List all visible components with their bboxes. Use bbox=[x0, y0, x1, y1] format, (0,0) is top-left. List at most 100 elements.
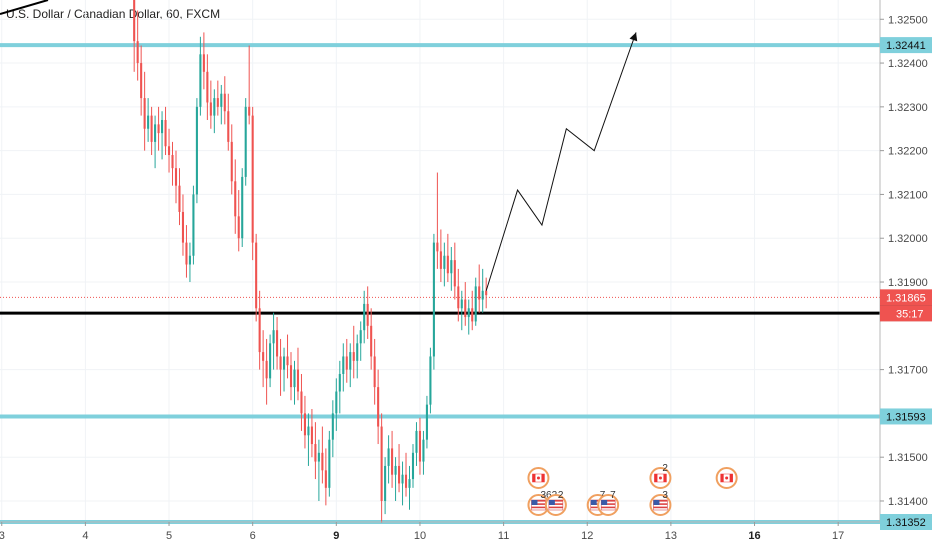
candle-body bbox=[188, 255, 191, 265]
candle-body bbox=[467, 308, 470, 318]
candle-body bbox=[150, 115, 153, 142]
flag-canton bbox=[531, 500, 538, 505]
candle-body bbox=[262, 352, 265, 361]
y-tick-label: 1.32300 bbox=[888, 102, 928, 114]
candle-body bbox=[391, 448, 394, 475]
candle-body bbox=[237, 216, 240, 239]
y-tick-label: 1.32000 bbox=[888, 233, 928, 245]
candle-body bbox=[478, 286, 481, 300]
candle-body bbox=[314, 444, 317, 462]
candle-body bbox=[213, 98, 216, 116]
candle-body bbox=[248, 106, 251, 116]
candle-body bbox=[147, 115, 150, 129]
canada-flag-icon bbox=[527, 467, 550, 489]
candle-body bbox=[192, 194, 195, 256]
candle-body bbox=[425, 404, 428, 440]
countdown-label: 35:17 bbox=[896, 308, 924, 320]
us-flag-icon bbox=[544, 494, 567, 516]
candle-body bbox=[349, 352, 352, 370]
candle-body bbox=[303, 413, 306, 436]
candle-body bbox=[460, 299, 463, 309]
level-label: 1.32441 bbox=[886, 40, 926, 52]
candle-body bbox=[157, 124, 160, 134]
candle-body bbox=[223, 93, 226, 112]
candle-body bbox=[335, 391, 338, 414]
flag-leaf bbox=[536, 476, 540, 480]
candle-body bbox=[216, 98, 219, 107]
candle-body bbox=[167, 146, 171, 156]
candle-body bbox=[202, 54, 205, 72]
flag-band-right bbox=[729, 474, 733, 482]
time-axis[interactable]: 3 4 5 6 9 10 11 12 13 16 17 bbox=[0, 522, 844, 542]
flag-canton bbox=[601, 500, 608, 505]
flag-canton bbox=[548, 500, 555, 505]
price-axis[interactable]: 1.32500 1.32400 1.32300 1.32200 1.32100 1.320… bbox=[880, 14, 928, 508]
y-tick-label: 1.31400 bbox=[888, 496, 928, 508]
candle-body bbox=[356, 343, 359, 361]
candle-body bbox=[418, 430, 422, 462]
candle-body bbox=[279, 356, 282, 370]
flag-canton bbox=[590, 500, 597, 505]
candle-body bbox=[296, 369, 300, 392]
drawing-stroke bbox=[0, 0, 49, 15]
x-tick-label: 6 bbox=[250, 530, 256, 542]
projection-line bbox=[485, 32, 637, 291]
candle-body bbox=[377, 387, 380, 427]
flag-leaf bbox=[658, 476, 662, 480]
level-label-bg bbox=[880, 408, 932, 425]
projection-arrowhead bbox=[629, 32, 638, 42]
candle-body bbox=[164, 119, 167, 147]
candle-body bbox=[443, 255, 446, 269]
x-tick-label: 5 bbox=[166, 530, 172, 542]
candle-body bbox=[185, 242, 188, 265]
y-tick-label: 1.31700 bbox=[888, 365, 928, 377]
candle-body bbox=[269, 343, 272, 379]
horizontal-levels bbox=[0, 43, 880, 524]
candle-body bbox=[363, 303, 366, 331]
flag-stripe bbox=[601, 506, 616, 509]
candle-body bbox=[272, 330, 275, 344]
candle-body bbox=[241, 176, 244, 239]
candle-body bbox=[300, 391, 303, 414]
candle-body bbox=[143, 98, 146, 129]
x-tick-label: 4 bbox=[82, 530, 88, 542]
candle-body bbox=[209, 102, 212, 116]
flag-stripe bbox=[601, 500, 616, 502]
candle-body bbox=[481, 290, 484, 300]
countdown-bg bbox=[880, 305, 932, 322]
y-tick-label: 1.32400 bbox=[888, 58, 928, 70]
candle-body bbox=[415, 430, 418, 453]
candle-body bbox=[174, 168, 178, 186]
y-tick-label: 1.32100 bbox=[888, 189, 928, 201]
candle-body bbox=[286, 356, 289, 366]
candle-body bbox=[370, 325, 373, 357]
candle-body bbox=[436, 242, 439, 252]
x-tick-label: 10 bbox=[414, 530, 426, 542]
candle-body bbox=[450, 260, 453, 274]
candle-body bbox=[171, 155, 174, 169]
candle-body bbox=[293, 369, 296, 388]
flag-stripe bbox=[653, 503, 668, 505]
projection-path bbox=[0, 0, 638, 291]
candle-body bbox=[384, 465, 387, 501]
flag-stripe bbox=[601, 503, 616, 505]
y-tick-label: 1.31900 bbox=[888, 277, 928, 289]
candle-body bbox=[289, 365, 293, 388]
candle-body bbox=[404, 474, 408, 488]
candle-body bbox=[321, 452, 324, 471]
candle-body bbox=[422, 439, 425, 462]
flag-band-left bbox=[654, 474, 658, 482]
event-count: 7 bbox=[610, 490, 616, 501]
event-count: 2 bbox=[662, 463, 668, 474]
x-tick-label: 13 bbox=[665, 530, 677, 542]
candle-body bbox=[394, 465, 397, 475]
candle-body bbox=[258, 308, 261, 353]
candle-body bbox=[255, 242, 258, 309]
candle-body bbox=[199, 54, 202, 107]
candle-body bbox=[265, 360, 268, 379]
event-markers: 362 2 7 723 bbox=[527, 463, 738, 516]
candle-body bbox=[485, 290, 488, 296]
event-count: 3 bbox=[662, 490, 668, 501]
